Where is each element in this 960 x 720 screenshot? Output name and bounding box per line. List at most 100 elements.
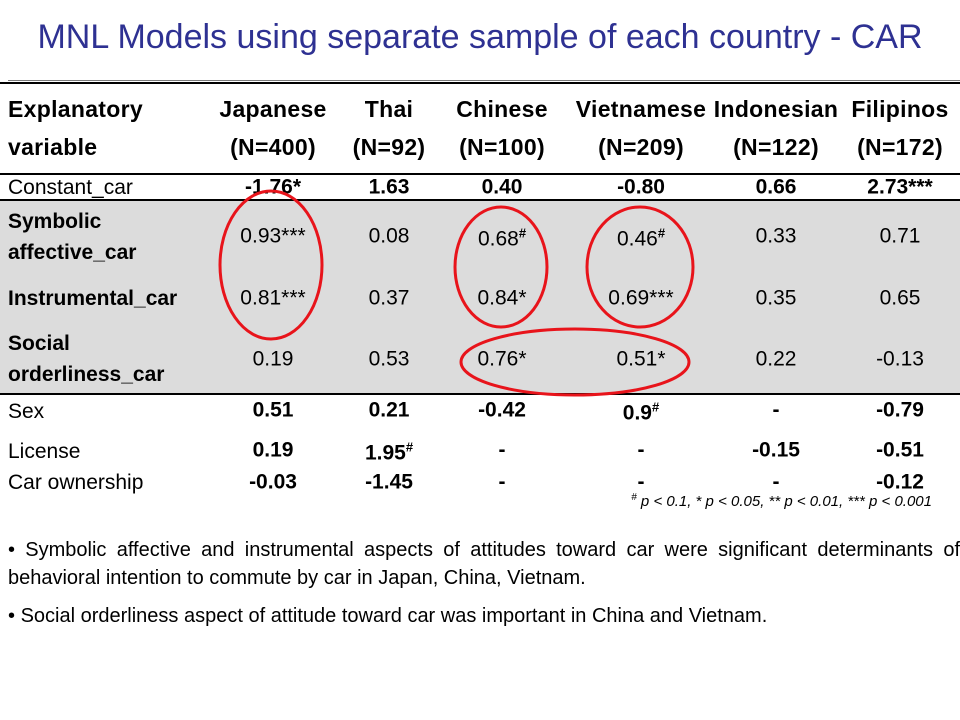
row-label: Social orderliness_car (8, 328, 164, 390)
cell-value: -0.42 (478, 398, 526, 422)
table-cell: 0.35 (756, 286, 797, 311)
header-col-name: Filipinos (851, 96, 949, 122)
bullet-text: Social orderliness aspect of attitude to… (20, 605, 768, 627)
cell-significance-mark: # (651, 399, 660, 415)
table-cell: -0.42 (478, 398, 526, 423)
table-cell: 0.76* (477, 347, 526, 372)
header-col-japanese: Japanese (N=400) (219, 90, 326, 166)
cell-value: 0.65 (879, 286, 921, 310)
cell-value: -0.79 (876, 398, 924, 422)
cell-value: 0.35 (755, 286, 797, 310)
cell-value: 0.68 (477, 227, 519, 251)
circle-chinese (453, 205, 549, 329)
row-label: Constant_car (8, 172, 133, 203)
cell-value: -1.45 (365, 470, 413, 494)
header-col-name: Japanese (219, 96, 327, 122)
table-cell: 0.69*** (608, 286, 673, 311)
cell-value: -0.15 (752, 438, 800, 462)
header-label-line1: Explanatory (8, 96, 143, 122)
cell-value: 0.81*** (240, 286, 306, 310)
cell-value: 1.95 (364, 441, 406, 465)
cell-value: 1.63 (368, 175, 410, 199)
table-cell: -0.79 (876, 398, 924, 423)
header-col-chinese: Chinese (N=100) (456, 90, 548, 166)
row-label: Instrumental_car (8, 283, 177, 314)
summary-bullets: • Symbolic affective and instrumental as… (8, 536, 960, 640)
table-cell: 0.71 (880, 224, 921, 249)
table-cell: -0.03 (249, 470, 297, 495)
circle-vietnamese (585, 205, 695, 329)
slide-title: MNL Models using separate sample of each… (37, 18, 923, 56)
row-label-line: Car ownership (8, 471, 144, 494)
cell-value: -0.03 (249, 470, 297, 494)
header-col-filipinos: Filipinos (N=172) (851, 90, 948, 166)
cell-value: 0.76* (477, 347, 527, 371)
table-cell: 0.08 (369, 224, 410, 249)
table-cell: - (499, 438, 506, 463)
cell-value: 0.66 (755, 175, 797, 199)
table-cell: 0.37 (369, 286, 410, 311)
header-label-line2: variable (8, 134, 98, 160)
bullet-item: • Symbolic affective and instrumental as… (8, 539, 960, 589)
bullet-item: • Social orderliness aspect of attitude … (8, 605, 768, 627)
cell-value: - (637, 470, 645, 494)
bullet-text: Symbolic affective and instrumental aspe… (8, 539, 960, 589)
cell-value: 0.40 (481, 175, 523, 199)
header-col-name: Chinese (456, 96, 548, 122)
cell-value: 0.19 (252, 438, 294, 462)
table-top-rule (0, 82, 960, 84)
cell-value: 0.51 (252, 398, 294, 422)
row-label-line: Social (8, 332, 70, 355)
table-cell: 0.33 (756, 224, 797, 249)
header-col-n: (N=172) (857, 134, 943, 160)
header-col-n: (N=400) (230, 134, 316, 160)
footnote-symbol: # (631, 492, 637, 503)
header-col-name: Thai (364, 96, 414, 122)
row-label-line: Sex (8, 400, 45, 423)
table-cell: 0.53 (369, 347, 410, 372)
table-cell: 0.21 (369, 398, 410, 423)
row-label-line: Instrumental_car (8, 287, 178, 310)
header-col-n: (N=122) (733, 134, 819, 160)
cell-value: 0.08 (368, 224, 410, 248)
table-cell: 0.81*** (240, 286, 305, 311)
table-cell: -1.45 (365, 470, 413, 495)
header-col-name: Indonesian (713, 96, 839, 122)
header-col-vietnamese: Vietnamese (N=209) (576, 90, 706, 166)
circle-social-orderliness (459, 327, 691, 397)
table-cell: 0.46# (617, 221, 665, 252)
header-col-name: Vietnamese (575, 96, 707, 122)
cell-value: -0.80 (617, 175, 665, 199)
table-cell: 2.73*** (867, 175, 932, 200)
table-cell: - (773, 470, 780, 495)
table-cell: -0.12 (876, 470, 924, 495)
row-label-line: orderliness_car (8, 363, 165, 386)
cell-value: 0.69*** (608, 286, 674, 310)
cell-significance-mark: # (405, 439, 414, 455)
table-cell: -0.15 (752, 438, 800, 463)
cell-value: 0.93*** (240, 224, 306, 248)
attitude-rows-shading (0, 200, 960, 393)
cell-value: 2.73*** (867, 175, 933, 199)
cell-value: 0.51* (616, 347, 666, 371)
cell-value: - (498, 438, 506, 462)
header-col-indonesian: Indonesian (N=122) (714, 90, 838, 166)
table-cell: 0.66 (756, 175, 797, 200)
row-label: Symbolic affective_car (8, 206, 136, 268)
cell-value: 0.71 (879, 224, 921, 248)
row-label-line: Constant_car (8, 176, 133, 199)
table-cell: - (638, 470, 645, 495)
cell-value: 0.19 (252, 347, 294, 371)
cell-value: -0.13 (876, 347, 924, 371)
header-col-n: (N=209) (598, 134, 684, 160)
cell-value: 0.37 (368, 286, 410, 310)
header-bottom-rule (0, 173, 960, 175)
header-col-n: (N=100) (459, 134, 545, 160)
table-cell: - (638, 438, 645, 463)
cell-value: 0.46 (616, 227, 658, 251)
table-cell: -0.13 (876, 347, 924, 372)
table-cell: 0.22 (756, 347, 797, 372)
table-cell: -0.80 (617, 175, 665, 200)
cell-significance-mark: # (657, 225, 666, 241)
cell-value: 0.84* (477, 286, 527, 310)
